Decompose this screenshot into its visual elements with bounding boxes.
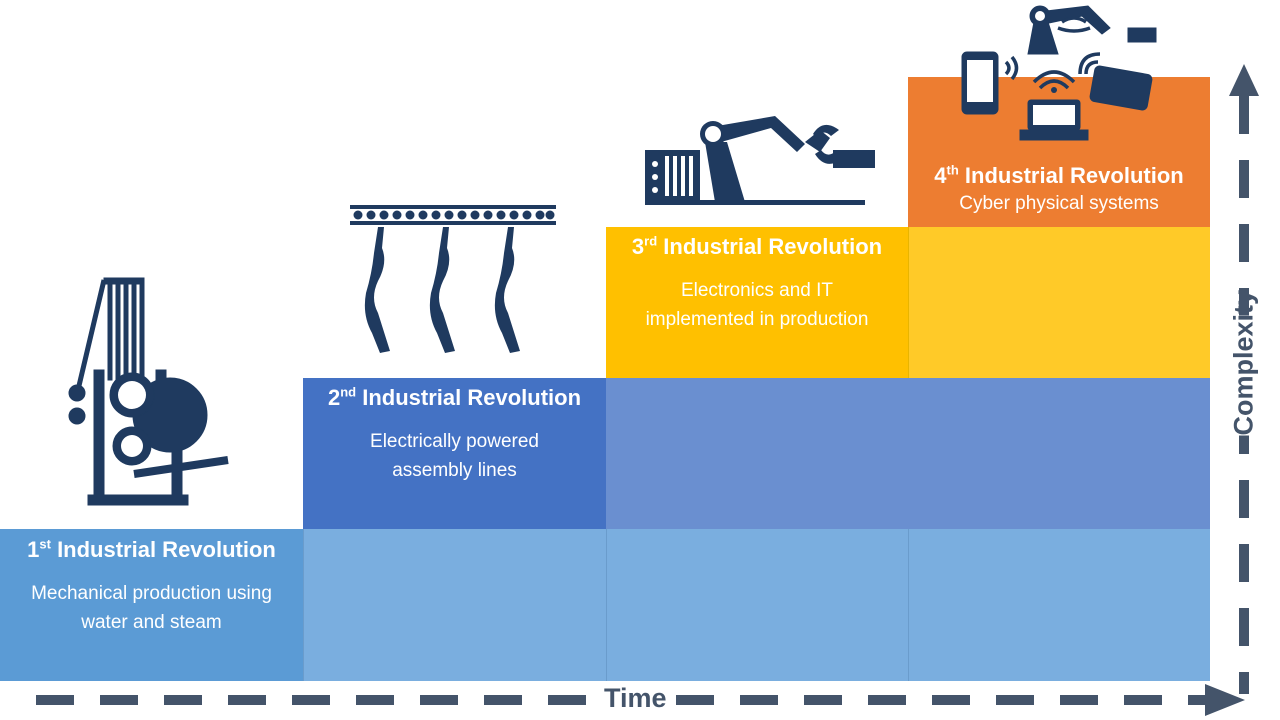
stage-1-extension <box>303 529 606 681</box>
stage-3-title: 3rd Industrial Revolution <box>631 233 883 259</box>
stage-1-extension <box>606 529 908 681</box>
stage-1-extension <box>908 529 1210 681</box>
stage-1-description: Mechanical production using water and st… <box>31 583 272 633</box>
stage-2-title: 2nd Industrial Revolution <box>327 384 582 410</box>
stage-2-block <box>303 378 606 529</box>
loom-icon <box>68 277 229 506</box>
complexity-axis-arrow <box>1229 64 1259 694</box>
stage-1-text: 1st Industrial Revolution Mechanical pro… <box>0 537 303 637</box>
connected-devices-icon <box>961 5 1157 141</box>
complexity-axis-label: Complexity <box>1224 290 1264 436</box>
stage-4-title: 4th Industrial Revolution <box>934 162 1184 188</box>
stage-1-block <box>0 529 303 681</box>
robot-arm-icon <box>645 116 875 205</box>
stage-3-extension <box>908 227 1210 378</box>
stage-3-text: 3rd Industrial Revolution Electronics an… <box>606 234 908 334</box>
conveyor-icon <box>350 205 556 353</box>
stage-3-block <box>606 227 908 378</box>
stage-4-text: 4th Industrial Revolution Cyber physical… <box>908 163 1210 218</box>
stage-2-text: 2nd Industrial Revolution Electrically p… <box>303 385 606 485</box>
stage-3-description: Electronics and IT implemented in produc… <box>645 280 869 330</box>
stage-4-description: Cyber physical systems <box>959 193 1159 214</box>
stage-2-extension <box>606 378 1210 529</box>
stage-1-title: 1st Industrial Revolution <box>27 536 276 562</box>
time-axis-label: Time <box>596 683 675 714</box>
stage-2-description: Electrically powered assembly lines <box>370 431 539 481</box>
